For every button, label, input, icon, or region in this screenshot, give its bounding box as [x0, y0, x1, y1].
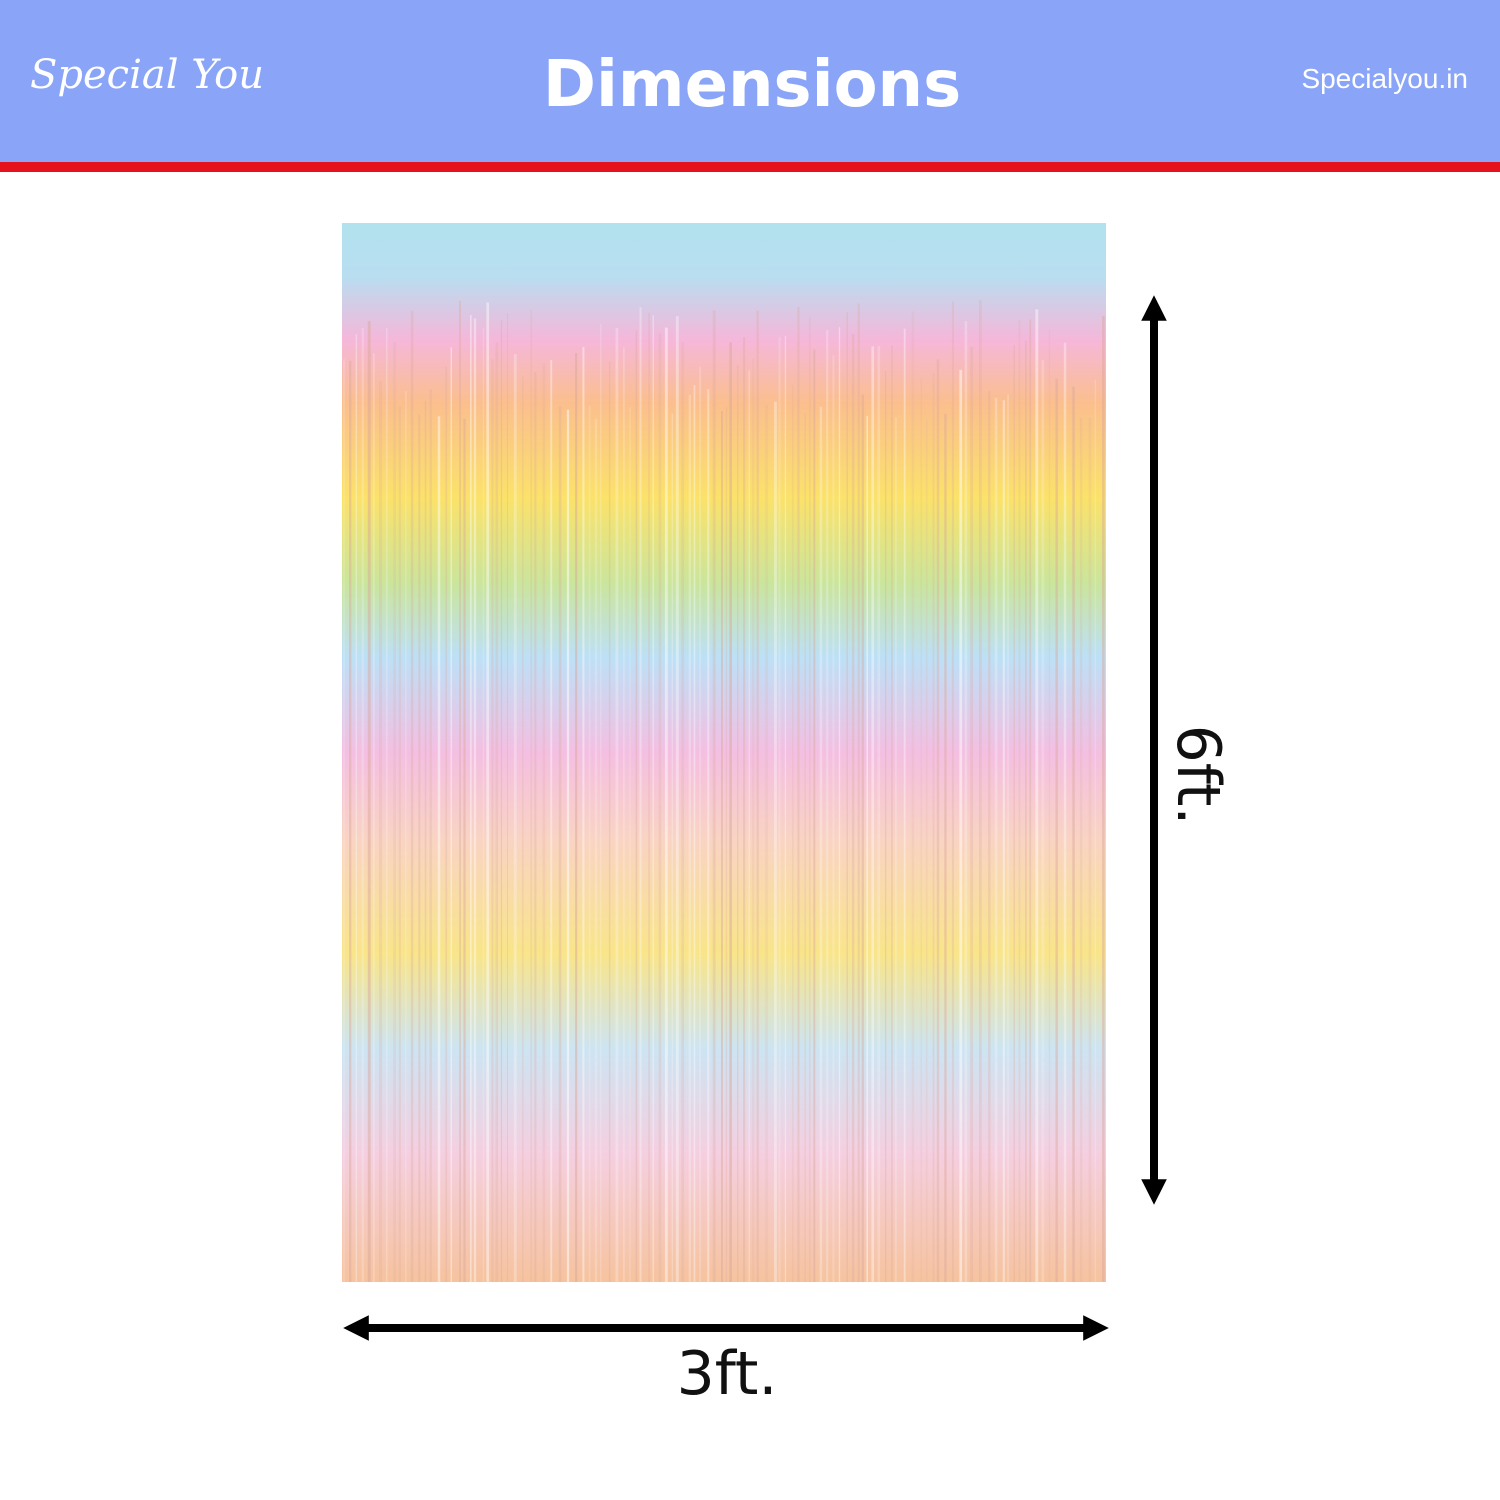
- header-bar: [0, 0, 1500, 162]
- height-label: 6ft.: [1163, 725, 1233, 826]
- title: Dimensions: [543, 48, 961, 122]
- curtain: [342, 223, 1106, 1282]
- fringe-strands: [343, 300, 1105, 1282]
- site-url: Specialyou.in: [1301, 63, 1468, 94]
- logo: Special You: [30, 52, 264, 98]
- width-label: 3ft.: [677, 1339, 778, 1409]
- header-stripe: [0, 162, 1500, 172]
